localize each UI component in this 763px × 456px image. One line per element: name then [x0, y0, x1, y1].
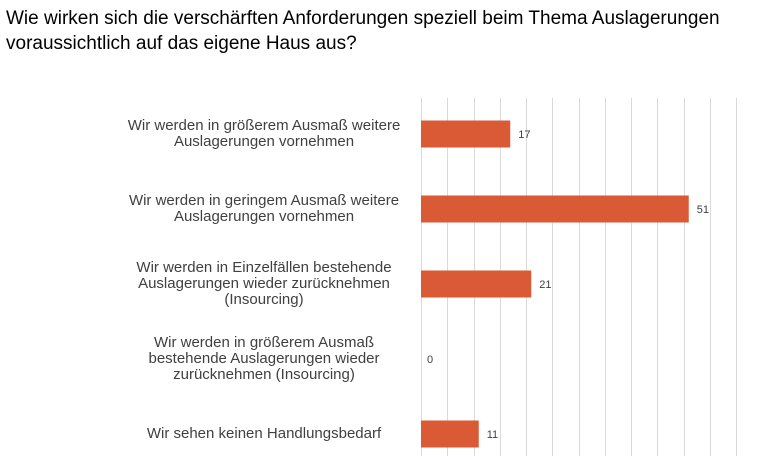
data-label: 0	[427, 354, 433, 366]
data-label: 51	[697, 204, 709, 216]
bar	[421, 195, 689, 223]
category-label: Wir sehen keinen Handlungsbedarf	[146, 425, 382, 442]
bar	[421, 270, 532, 298]
bars	[421, 120, 689, 448]
data-label: 11	[487, 429, 498, 441]
bar	[421, 420, 479, 448]
data-label: 21	[539, 279, 551, 291]
category-label: Wir werden in größerem Ausmaß weitere Au…	[127, 117, 401, 150]
category-label: Wir werden in Einzelfällen bestehende Au…	[136, 259, 392, 308]
data-label: 17	[518, 129, 530, 141]
chart-title: Wie wirken sich die verschärften Anforde…	[6, 8, 720, 54]
bar	[421, 120, 511, 148]
category-label: Wir werden in größerem Ausmaß bestehende…	[148, 334, 380, 383]
value-labels: 17 51 21 0 11	[427, 129, 709, 441]
category-label: Wir werden in geringem Ausmaß weitere Au…	[128, 192, 400, 225]
